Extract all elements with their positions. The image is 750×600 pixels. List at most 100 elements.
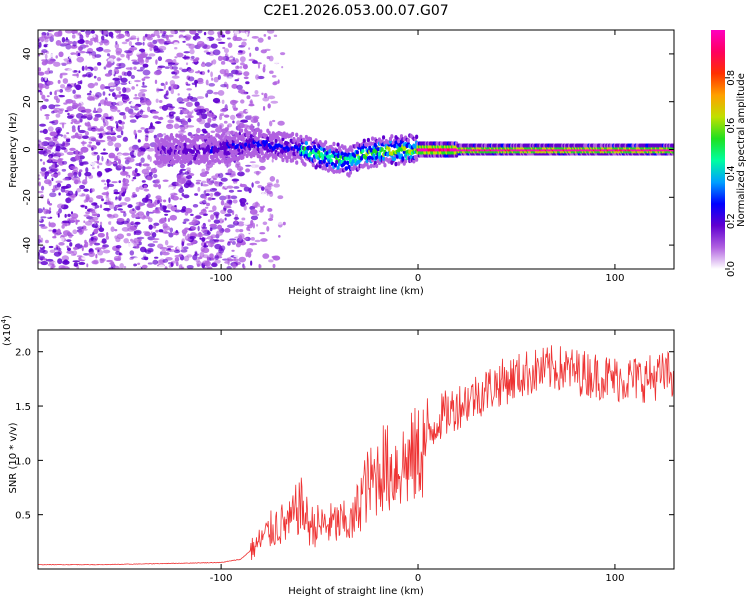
- spectrogram-ridge-cell: [224, 145, 229, 150]
- spectrogram-noise-cell: [114, 30, 122, 34]
- spectrogram-noise-cell: [192, 249, 199, 252]
- spectrogram-noise-cell: [270, 100, 279, 104]
- spectrogram-noise-cell: [70, 211, 74, 215]
- spectrogram-noise-cell: [51, 161, 58, 164]
- spectrogram-noise-cell: [195, 179, 202, 182]
- spectrogram-noise-cell: [254, 180, 260, 185]
- spectrogram-noise-cell: [67, 68, 75, 73]
- spectrogram-noise-cell: [129, 79, 133, 84]
- spectrogram-noise-cell: [44, 137, 51, 140]
- spectrogram-noise-cell: [43, 208, 50, 215]
- spectrogram-ridge-cell: [175, 151, 179, 156]
- spectrogram-noise-cell: [134, 265, 142, 269]
- spectrogram-noise-cell: [114, 257, 121, 261]
- spectrogram-noise-cell: [231, 83, 238, 89]
- spectrogram-noise-cell: [180, 126, 186, 131]
- spectrogram-noise-cell: [38, 136, 46, 141]
- spectrogram-noise-cell: [217, 41, 226, 44]
- spectrogram-noise-cell: [103, 207, 111, 211]
- spectrogram-noise-cell: [47, 44, 50, 47]
- spectrogram-ridge-cell: [239, 128, 244, 133]
- spectrogram-noise-cell: [248, 115, 253, 121]
- spectrogram-noise-cell: [121, 187, 126, 192]
- spectrogram-noise-cell: [80, 110, 86, 113]
- spectrogram-noise-cell: [107, 61, 112, 64]
- spectrogram-noise-cell: [123, 265, 127, 269]
- spectrogram-noise-cell: [115, 199, 119, 206]
- spectrogram-noise-cell: [142, 81, 145, 86]
- spectrogram-noise-cell: [213, 211, 220, 216]
- spectrogram-noise-cell: [129, 112, 137, 116]
- spectrogram-noise-cell: [196, 127, 201, 134]
- spectrogram-noise-cell: [277, 195, 284, 200]
- spectrogram-noise-cell: [237, 52, 243, 55]
- spectrogram-noise-cell: [49, 249, 56, 254]
- spectrogram-noise-cell: [254, 239, 261, 243]
- spectrogram-noise-cell: [239, 229, 244, 233]
- spectrogram-noise-cell: [77, 80, 82, 85]
- spectrogram-noise-cell: [124, 106, 130, 112]
- spectrogram-noise-cell: [137, 211, 145, 216]
- spectrogram-ridge-cell: [304, 149, 308, 155]
- spectrogram-noise-cell: [267, 217, 274, 221]
- spectrogram-noise-cell: [133, 79, 142, 83]
- spectrogram-noise-cell: [152, 39, 158, 45]
- spectrogram-noise-cell: [69, 147, 76, 152]
- spectrogram-noise-cell: [225, 76, 234, 80]
- spectrogram-noise-cell: [261, 192, 266, 197]
- spectrogram-ridge-cell: [193, 156, 197, 161]
- spectrogram-noise-cell: [167, 163, 171, 167]
- spectrogram-noise-cell: [91, 202, 98, 206]
- spectrogram-noise-cell: [217, 89, 225, 96]
- spectrogram-noise-cell: [190, 55, 195, 60]
- spectrogram-noise-cell: [56, 228, 61, 235]
- spectrogram-noise-cell: [91, 188, 95, 192]
- spectrogram-ytick-label: -20: [22, 189, 33, 205]
- spectrogram-ridge-cell: [228, 148, 233, 153]
- spectrogram-noise-cell: [213, 191, 221, 197]
- spectrogram-noise-cell: [39, 91, 43, 96]
- spectrogram-noise-cell: [259, 232, 266, 235]
- spectrogram-noise-cell: [267, 36, 271, 40]
- spectrogram-noise-cell: [178, 178, 186, 185]
- spectrogram-noise-cell: [179, 165, 186, 168]
- spectrogram-noise-cell: [102, 249, 111, 254]
- spectrogram-noise-cell: [151, 232, 157, 238]
- spectrogram-noise-cell: [165, 81, 168, 86]
- spectrogram-noise-cell: [216, 38, 222, 42]
- spectrogram-noise-cell: [221, 219, 225, 223]
- spectrogram-ridge-cell: [257, 154, 262, 159]
- spectrogram-noise-cell: [99, 258, 105, 264]
- spectrogram-noise-cell: [182, 241, 185, 247]
- spectrogram-noise-cell: [134, 93, 138, 97]
- spectrogram-noise-cell: [252, 244, 258, 249]
- spectrogram-noise-cell: [95, 139, 99, 143]
- spectrogram-noise-cell: [245, 230, 251, 234]
- spectrogram-noise-cell: [103, 86, 111, 89]
- spectrogram-noise-cell: [69, 242, 73, 247]
- spectrogram-noise-cell: [183, 218, 190, 222]
- spectrogram-noise-cell: [78, 140, 82, 145]
- spectrogram-noise-cell: [205, 62, 212, 67]
- spectrogram-noise-cell: [220, 84, 228, 88]
- snr-ytick-label: 2.0: [15, 348, 31, 359]
- spectrogram-noise-cell: [115, 205, 119, 209]
- spectrogram-noise-cell: [57, 212, 60, 218]
- spectrogram-noise-cell: [39, 224, 46, 227]
- spectrogram-noise-cell: [120, 82, 128, 86]
- spectrogram-ridge-cell: [233, 135, 237, 141]
- spectrogram-noise-cell: [153, 222, 160, 227]
- spectrogram-noise-cell: [147, 176, 152, 181]
- spectrogram-noise-cell: [113, 189, 119, 193]
- spectrogram-noise-cell: [160, 125, 163, 128]
- spectrogram-noise-cell: [105, 160, 112, 167]
- snr-xtick-label: -100: [210, 573, 233, 584]
- spectrogram-noise-cell: [61, 224, 65, 229]
- spectrogram-noise-cell: [80, 141, 87, 145]
- spectrogram-noise-cell: [124, 166, 133, 170]
- spectrogram-noise-cell: [101, 30, 104, 35]
- spectrogram-noise-cell: [112, 265, 120, 269]
- spectrogram-noise-cell: [275, 179, 279, 184]
- spectrogram-noise-cell: [158, 229, 164, 233]
- spectrogram-ridge-cell: [290, 131, 295, 137]
